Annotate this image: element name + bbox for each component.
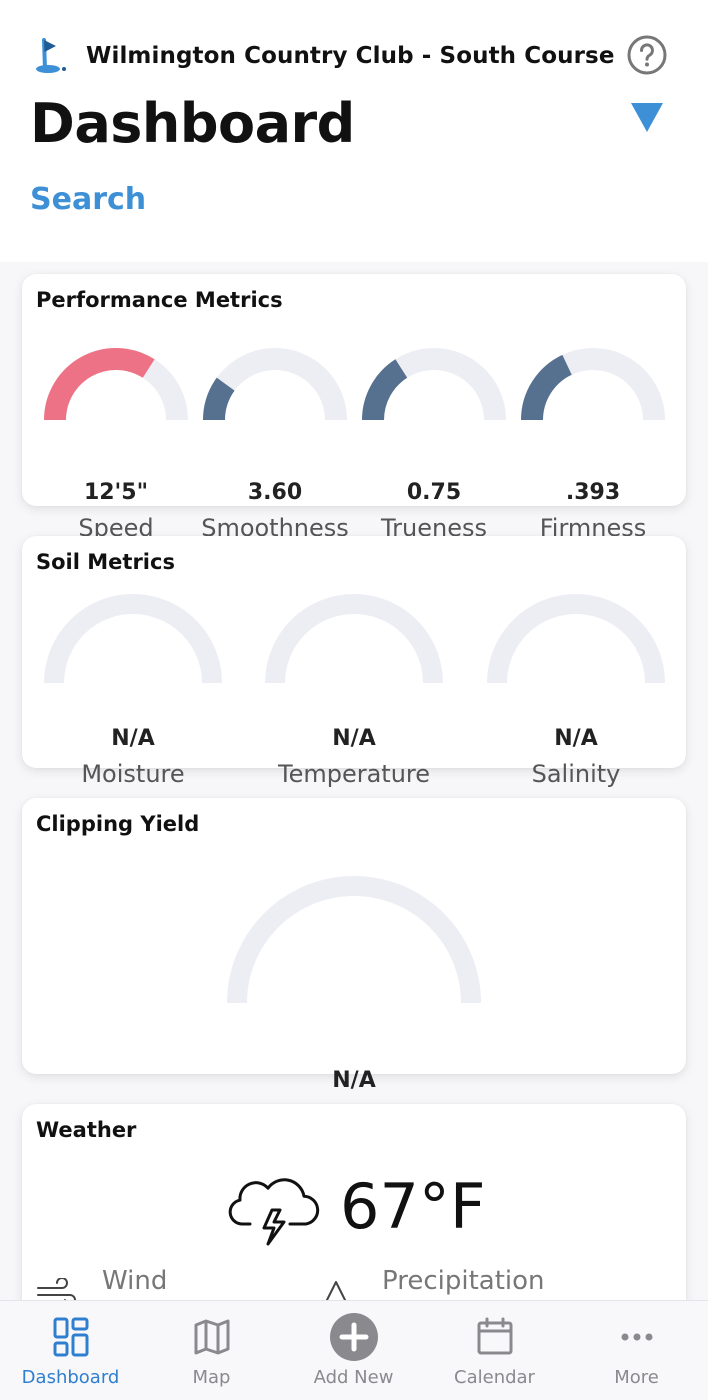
- performance-metrics-card[interactable]: Performance Metrics 12'5" Speed 3.60 Smooth…: [22, 274, 686, 542]
- gauge[interactable]: 12'5" Speed: [44, 348, 188, 542]
- thunderstorm-cloud-icon: [228, 1178, 320, 1246]
- gauge-arc: [227, 876, 481, 1004]
- soil-metrics-card[interactable]: Soil Metrics N/A Moisture N/A Temperature N/…: [22, 536, 686, 788]
- card-title: Weather: [36, 1118, 137, 1142]
- calendar-icon: [477, 1317, 512, 1355]
- precipitation-icon: [323, 1281, 349, 1306]
- gauge[interactable]: 3.60 Smoothness: [201, 348, 349, 542]
- club-selector[interactable]: Wilmington Country Club - South Course: [32, 36, 615, 76]
- bottom-tab-bar: Dashboard Map Add New Calendar: [0, 1300, 708, 1400]
- gauge[interactable]: N/A Moisture: [44, 594, 222, 788]
- gauge[interactable]: N/A Temperature: [265, 594, 443, 788]
- tab-label: Dashboard: [21, 1367, 120, 1388]
- gauge-arc: [521, 348, 665, 421]
- gauge-label: Salinity: [531, 760, 621, 788]
- wind-label: Wind: [102, 1266, 168, 1296]
- gauge-arc: [265, 594, 443, 684]
- gauge-arc: [487, 594, 665, 684]
- card-title: Performance Metrics: [36, 288, 283, 312]
- gauge-fill: [521, 354, 573, 421]
- search-link[interactable]: Search: [30, 182, 147, 217]
- tab-label: Add New: [313, 1367, 394, 1388]
- gauge-value: N/A: [554, 726, 598, 751]
- gauge-fill: [44, 348, 155, 421]
- gauge-track: [227, 876, 481, 1004]
- gauge-track: [44, 594, 222, 684]
- gauge-value: 3.60: [247, 480, 303, 505]
- tab-label: Map: [192, 1367, 231, 1388]
- club-name: Wilmington Country Club - South Course: [86, 43, 615, 69]
- gauge-arc: [44, 348, 188, 421]
- gauge-value: 12'5": [83, 480, 149, 505]
- app-header: Wilmington Country Club - South Course D…: [0, 0, 708, 262]
- card-title: Clipping Yield: [36, 812, 200, 836]
- gauge[interactable]: 0.75 Trueness: [362, 348, 506, 542]
- gauge-label: Temperature: [277, 760, 431, 788]
- tab-calendar[interactable]: Calendar: [424, 1301, 565, 1400]
- gauge-fill: [362, 359, 408, 421]
- gauge-arc: [44, 594, 222, 684]
- gauge-value: 0.75: [406, 480, 462, 505]
- more-icon: [621, 1333, 652, 1341]
- precipitation-label: Precipitation: [382, 1266, 545, 1296]
- tab-map[interactable]: Map: [141, 1301, 282, 1400]
- card-title: Soil Metrics: [36, 550, 175, 574]
- map-icon: [194, 1319, 229, 1355]
- tab-add-new[interactable]: Add New: [283, 1301, 424, 1400]
- gauge-value: N/A: [332, 1068, 376, 1093]
- weather-temperature: 67°F: [340, 1170, 486, 1243]
- add-icon: [329, 1313, 378, 1361]
- gauge-arc: [203, 348, 347, 421]
- help-icon[interactable]: [626, 34, 668, 76]
- gauge-value: N/A: [111, 726, 155, 751]
- tab-more[interactable]: More: [566, 1301, 707, 1400]
- triangle-down-icon[interactable]: [630, 100, 664, 134]
- gauge-track: [265, 594, 443, 684]
- golf-flag-icon: [36, 38, 66, 73]
- clipping-yield-card[interactable]: Clipping Yield N/A: [22, 798, 686, 1093]
- gauge[interactable]: .393 Firmness: [521, 348, 665, 542]
- gauge-track: [487, 594, 665, 684]
- tab-label: Calendar: [454, 1367, 535, 1388]
- tab-dashboard[interactable]: Dashboard: [0, 1301, 141, 1400]
- tab-label: More: [614, 1367, 659, 1388]
- gauge-value: N/A: [332, 726, 376, 751]
- gauge-label: Moisture: [81, 760, 185, 788]
- dashboard-icon: [53, 1317, 88, 1357]
- gauge[interactable]: N/A: [227, 876, 481, 1093]
- page-title: Dashboard: [30, 92, 355, 155]
- gauge-arc: [362, 348, 506, 421]
- gauge-fill: [203, 377, 235, 421]
- gauge-value: .393: [565, 480, 621, 505]
- gauge[interactable]: N/A Salinity: [487, 594, 665, 788]
